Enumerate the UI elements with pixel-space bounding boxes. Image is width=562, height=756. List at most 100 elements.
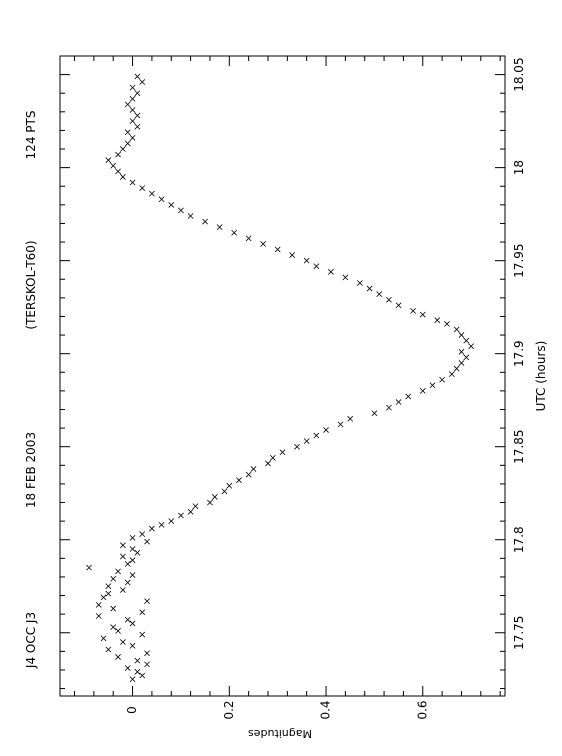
data-point [303, 257, 310, 264]
title-part-2: 18 FEB 2003 [24, 432, 38, 508]
data-point [144, 538, 150, 545]
data-point [115, 168, 121, 175]
data-point [134, 657, 141, 664]
data-point [386, 404, 392, 411]
data-point [323, 427, 329, 433]
data-point [231, 229, 238, 236]
data-point [265, 460, 271, 467]
magnitude-tick-label: 0.2 [222, 700, 236, 719]
data-point [221, 488, 228, 495]
data-point [129, 546, 136, 552]
data-point [439, 376, 446, 383]
data-point [192, 503, 199, 510]
data-point [110, 575, 117, 582]
data-point [342, 274, 349, 281]
data-point [463, 354, 470, 361]
data-point [134, 112, 141, 119]
data-point [453, 326, 460, 333]
data-point [226, 482, 233, 489]
data-point [124, 101, 131, 108]
data-point [139, 672, 146, 679]
data-point [139, 185, 146, 191]
data-point [337, 421, 344, 428]
data-point [458, 348, 465, 355]
data-point [178, 207, 184, 214]
data-point [303, 438, 310, 444]
utc-tick-label: 17.8 [512, 526, 526, 553]
data-point [168, 518, 175, 524]
data-point [274, 246, 281, 253]
data-point [124, 140, 131, 147]
data-point [95, 601, 102, 608]
data-point [129, 107, 136, 113]
data-point [313, 263, 320, 270]
data-point [119, 553, 126, 560]
utc-tick-label: 18 [512, 160, 526, 175]
data-point [419, 388, 426, 394]
data-point [269, 454, 276, 461]
data-point [158, 196, 165, 203]
data-point [129, 118, 136, 124]
data-point [386, 296, 392, 303]
data-point [129, 95, 136, 102]
magnitude-tick-label: 0 [125, 706, 139, 714]
data-point [187, 213, 194, 219]
data-point [366, 285, 373, 292]
data-point [105, 157, 112, 164]
utc-tick-label: 17.75 [512, 616, 526, 650]
axis-tick-labels: 17.75 17.8 17.85 17.9 17.95 18 18.05 0 0.2 0.4 0.6 [125, 57, 526, 719]
data-point [376, 291, 383, 298]
data-point [124, 616, 131, 623]
data-point [129, 642, 136, 649]
data-point [124, 579, 131, 586]
data-point [129, 84, 136, 91]
data-point [105, 583, 112, 590]
data-point [178, 512, 184, 519]
data-point [134, 73, 141, 80]
data-point [129, 534, 136, 541]
data-point [144, 661, 150, 668]
data-point [158, 521, 165, 528]
data-point [347, 415, 354, 422]
data-point [395, 399, 402, 405]
data-point [144, 650, 150, 657]
title-part-3: (TERSKOL-T60) [24, 240, 38, 329]
data-point [149, 525, 155, 532]
data-point [357, 280, 363, 286]
data-point [119, 174, 126, 180]
data-point [110, 605, 117, 612]
data-point [105, 646, 112, 653]
data-point [236, 477, 242, 484]
data-point [134, 668, 141, 675]
data-point [129, 620, 136, 627]
data-point [405, 393, 412, 400]
data-point [95, 613, 102, 619]
data-point [410, 308, 416, 314]
data-point [187, 508, 194, 515]
data-point [119, 542, 126, 549]
data-point [216, 224, 223, 231]
data-point [139, 531, 146, 538]
data-point [448, 371, 455, 378]
data-point [260, 241, 267, 247]
data-point [105, 590, 112, 597]
data-point [119, 639, 126, 645]
data-point [129, 572, 136, 578]
magnitude-tick-label: 0.4 [319, 700, 333, 719]
data-point [129, 134, 136, 141]
axis-ticks [60, 55, 505, 696]
utc-tick-label: 17.9 [512, 340, 526, 367]
utc-tick-label: 18.05 [512, 57, 526, 91]
data-point [395, 302, 402, 309]
data-point [129, 179, 136, 186]
data-point [458, 332, 465, 338]
chart-title-group: J4 OCC J3 18 FEB 2003 (TERSKOL-T60) 124 … [24, 111, 38, 670]
data-point [144, 598, 150, 604]
data-point [149, 190, 155, 197]
data-point [279, 449, 286, 456]
data-point [419, 311, 426, 318]
data-point [245, 235, 252, 242]
data-point [453, 365, 460, 372]
data-point [168, 201, 175, 208]
